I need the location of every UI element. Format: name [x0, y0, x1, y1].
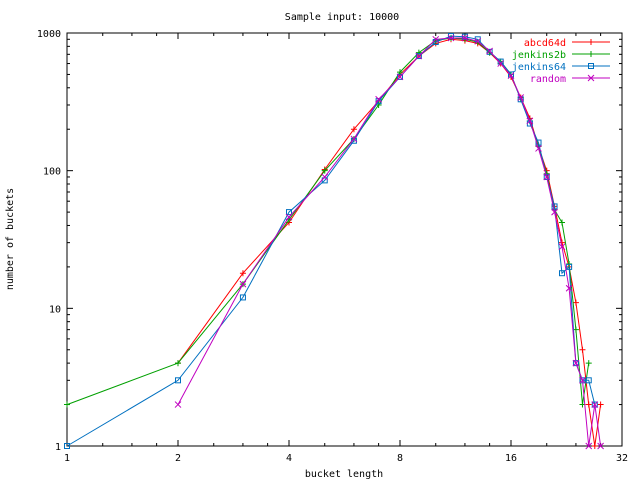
- data-point-random: [321, 173, 329, 181]
- y-axis: 1 10 100 1000: [37, 29, 622, 453]
- series-random: [174, 34, 604, 450]
- data-point-random: [174, 401, 182, 408]
- y-tick-label: 1000: [37, 29, 61, 40]
- data-point-jenkins64: [286, 209, 292, 216]
- data-point-random: [585, 442, 593, 450]
- data-point-abcd64d: [239, 270, 246, 277]
- data-point-random: [239, 280, 247, 288]
- x-axis-label: bucket length: [305, 469, 383, 480]
- x-axis: 1 2 4 8 16 32: [64, 33, 628, 464]
- plot-frame: [66, 32, 623, 447]
- series-jenkins2b: [64, 34, 592, 408]
- data-point-jenkins64: [543, 173, 550, 180]
- data-point-random: [447, 34, 455, 42]
- data-point-random: [526, 117, 534, 125]
- data-point-random: [350, 135, 358, 143]
- data-point-random: [597, 442, 604, 450]
- data-point-abcd64d: [572, 299, 579, 306]
- data-point-random: [375, 95, 382, 103]
- data-point-jenkins64: [486, 48, 493, 55]
- data-point-jenkins2b: [175, 360, 181, 367]
- data-point-jenkins64: [461, 33, 468, 40]
- y-tick-label: 1: [55, 442, 61, 453]
- series-abcd64d: [175, 36, 604, 449]
- data-point-jenkins2b: [321, 167, 328, 174]
- data-point-abcd64d: [579, 346, 586, 353]
- data-point-abcd64d: [350, 126, 357, 133]
- data-point-random: [591, 401, 599, 408]
- legend-label-jenkins64: jenkins64: [512, 62, 566, 73]
- data-point-abcd64d: [585, 401, 592, 408]
- series-layer: [64, 33, 604, 450]
- data-point-jenkins2b: [64, 401, 70, 408]
- data-point-jenkins2b: [415, 49, 422, 56]
- x-tick-label: 4: [286, 453, 292, 464]
- data-point-random: [579, 376, 586, 384]
- data-point-random: [285, 213, 293, 221]
- series-jenkins64: [64, 33, 598, 449]
- data-point-jenkins64: [508, 71, 514, 78]
- data-point-random: [461, 34, 469, 42]
- x-tick-label: 2: [175, 453, 181, 464]
- data-point-random: [558, 243, 566, 251]
- data-point-jenkins64: [535, 139, 542, 146]
- legend-label-random: random: [530, 74, 566, 85]
- data-point-jenkins64: [415, 53, 422, 60]
- data-point-jenkins64: [558, 270, 565, 277]
- y-tick-label: 10: [49, 304, 61, 315]
- series-line-jenkins2b: [66, 37, 590, 406]
- data-point-jenkins64: [566, 263, 573, 270]
- data-point-jenkins64: [64, 443, 70, 449]
- legend-marker-jenkins64: [588, 63, 594, 69]
- data-point-jenkins64: [551, 203, 558, 210]
- data-point-abcd64d: [591, 443, 598, 449]
- data-point-random: [517, 94, 525, 101]
- y-axis-label: number of buckets: [5, 188, 16, 290]
- chart-title: Sample input: 10000: [285, 12, 399, 23]
- x-tick-label: 1: [64, 453, 70, 464]
- data-point-jenkins64: [397, 73, 403, 80]
- legend-marker-abcd64d: [588, 39, 594, 45]
- data-point-random: [415, 52, 423, 60]
- series-line-abcd64d: [177, 38, 602, 447]
- legend-marker-random: [587, 74, 595, 82]
- x-tick-label: 8: [397, 453, 403, 464]
- y-tick-label: 100: [43, 167, 61, 178]
- data-point-random: [497, 60, 505, 67]
- data-point-jenkins64: [175, 377, 181, 384]
- legend-label-abcd64d: abcd64d: [524, 38, 566, 49]
- legend-label-jenkins2b: jenkins2b: [512, 50, 566, 61]
- series-line-jenkins64: [66, 35, 596, 447]
- data-point-jenkins64: [585, 377, 592, 384]
- series-line-random: [177, 37, 602, 447]
- data-point-jenkins2b: [558, 219, 565, 226]
- data-point-random: [432, 35, 440, 43]
- data-point-random: [474, 37, 482, 45]
- data-point-jenkins2b: [585, 360, 592, 367]
- x-tick-label: 16: [505, 453, 517, 464]
- data-point-random: [396, 73, 404, 81]
- data-point-random: [507, 72, 515, 80]
- data-point-jenkins64: [239, 294, 246, 301]
- x-tick-label: 32: [616, 453, 628, 464]
- legend-marker-jenkins2b: [588, 51, 594, 57]
- data-point-abcd64d: [597, 401, 604, 408]
- data-point-random: [543, 173, 551, 181]
- data-point-random: [565, 284, 573, 292]
- data-point-random: [572, 359, 580, 367]
- data-point-random: [486, 47, 493, 55]
- data-point-random: [535, 145, 542, 152]
- data-point-random: [551, 208, 558, 216]
